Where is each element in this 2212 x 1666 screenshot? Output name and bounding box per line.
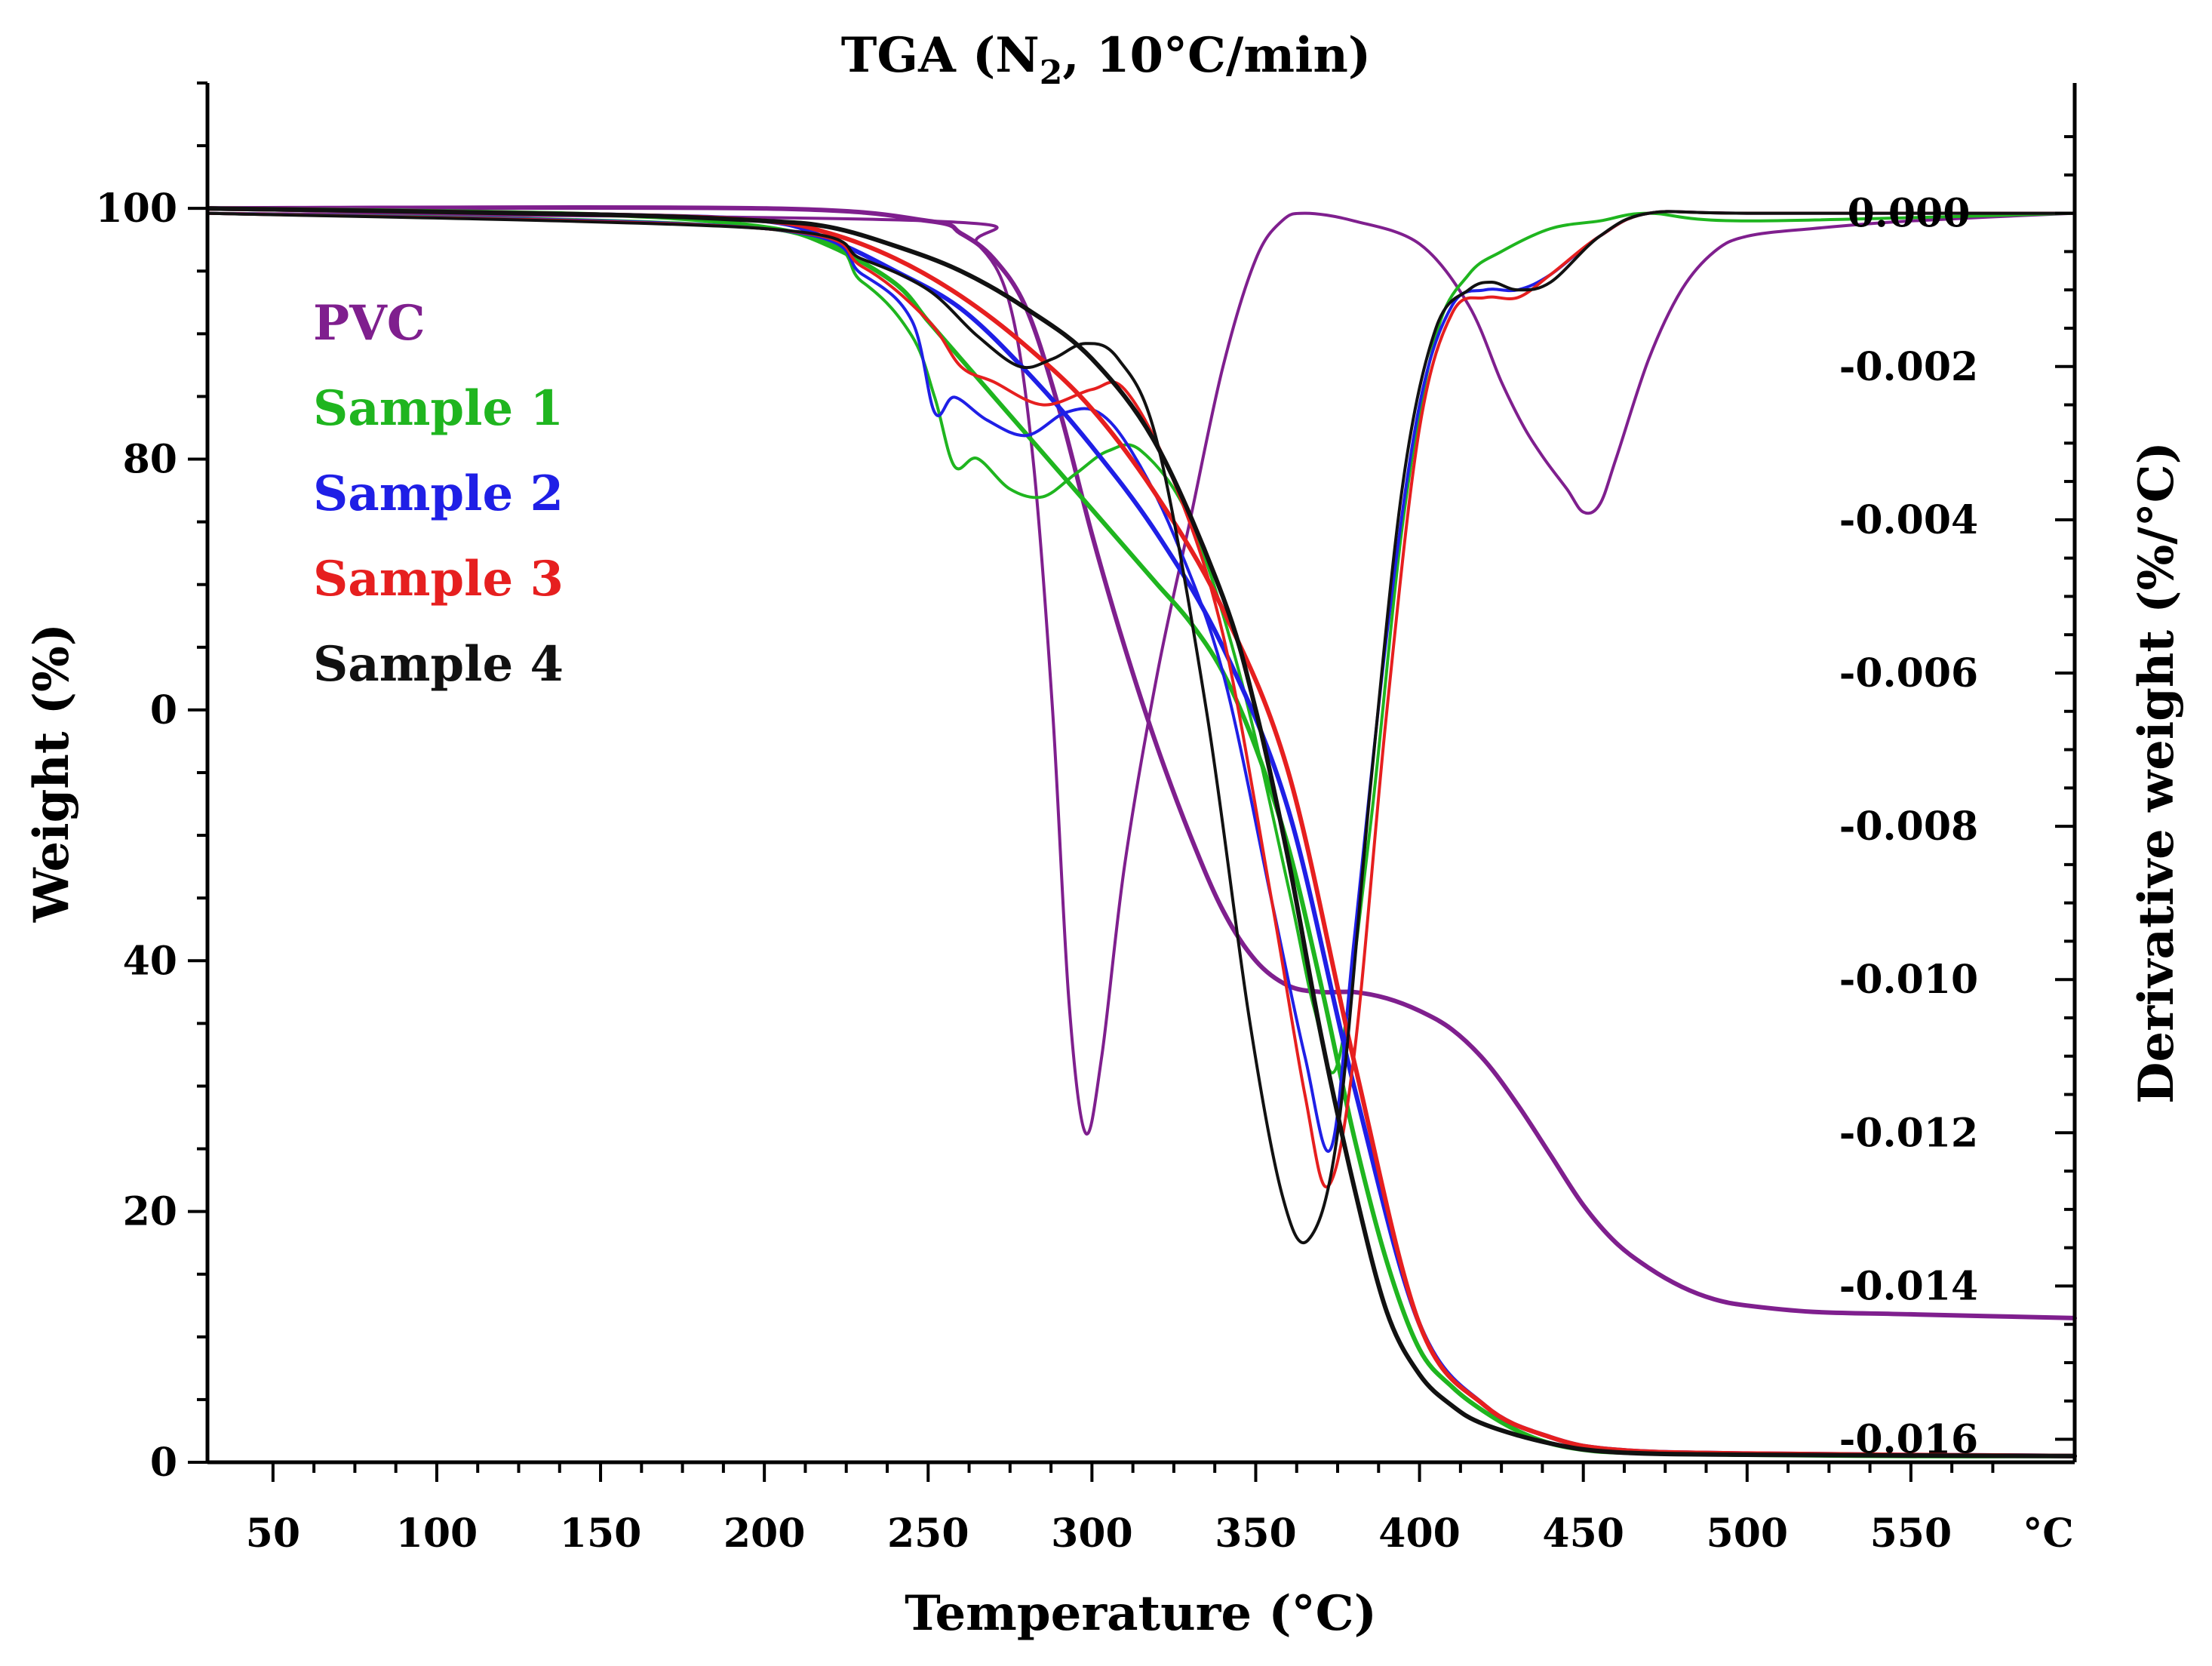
x-tick-label: 400 — [1378, 1511, 1461, 1557]
legend-label-sample-3: Sample 3 — [313, 551, 564, 607]
y-right-tick-label: -0.012 — [1839, 1110, 1978, 1156]
plot-curves — [205, 204, 2077, 1459]
x-tick-label: 100 — [396, 1511, 478, 1557]
y-left-tick-label: 0 — [150, 1440, 177, 1486]
x-tick-label: 250 — [887, 1511, 969, 1557]
y-right-tick-label: -0.014 — [1839, 1263, 1978, 1309]
chart-title-main: TGA (N — [841, 27, 1040, 84]
sample-4-weight-curve — [205, 206, 2077, 1459]
y-left-axis-title: Weight (%) — [23, 623, 80, 923]
x-tick-label: 350 — [1215, 1511, 1297, 1557]
x-ticks: 50 100 150 200 250 300 350 400 450 500 550 — [246, 1462, 1995, 1557]
sample-1-derivative-curve — [206, 211, 2076, 1074]
x-tick-label: 300 — [1051, 1511, 1133, 1557]
x-tick-label: 500 — [1707, 1511, 1789, 1557]
legend-label-pvc: PVC — [313, 295, 426, 352]
x-tick-label: 50 — [246, 1511, 300, 1557]
chart-title-subscript: 2 — [1040, 54, 1063, 92]
y-left-ticks: 0 20 40 0 80 100 — [95, 81, 207, 1486]
y-left-tick-label: 80 — [123, 437, 177, 483]
x-tick-label: 550 — [1870, 1511, 1952, 1557]
axes — [205, 83, 2077, 1465]
legend: PVC Sample 1 Sample 2 Sample 3 Sample 4 — [313, 295, 564, 693]
y-right-tick-label: -0.008 — [1839, 804, 1978, 850]
x-tick-label: 450 — [1542, 1511, 1624, 1557]
sample-4-derivative-curve — [206, 210, 2076, 1245]
y-right-tick-label: -0.006 — [1839, 650, 1978, 696]
y-right-tick-label: -0.010 — [1839, 957, 1978, 1003]
y-right-tick-label: -0.016 — [1839, 1417, 1978, 1463]
y-right-tick-label: -0.002 — [1839, 344, 1978, 390]
chart-title-tail: , 10°C/min) — [1062, 27, 1371, 84]
chart-title: TGA (N2, 10°C/min) — [841, 27, 1371, 92]
y-right-tick-label: 0.000 — [1848, 191, 1971, 237]
x-axis-title: Temperature (°C) — [905, 1585, 1377, 1642]
y-left-tick-label: 40 — [123, 938, 177, 984]
sample-2-derivative-curve — [206, 210, 2076, 1153]
y-left-tick-label: 0 — [150, 687, 177, 733]
x-tick-label: 200 — [724, 1511, 806, 1557]
y-left-tick-label: 100 — [95, 186, 177, 232]
x-tick-label: 150 — [560, 1511, 642, 1557]
legend-label-sample-2: Sample 2 — [313, 466, 564, 522]
x-unit-label: °C — [2023, 1511, 2073, 1557]
legend-label-sample-4: Sample 4 — [313, 636, 564, 693]
pvc-derivative-curve — [206, 211, 2076, 1136]
y-right-tick-label: -0.004 — [1839, 497, 1978, 543]
sample-3-derivative-curve — [206, 210, 2076, 1189]
y-left-tick-label: 20 — [123, 1189, 177, 1235]
legend-label-sample-1: Sample 1 — [313, 380, 564, 437]
y-right-ticks: 0.000 -0.002 -0.004 -0.006 -0.008 -0.010 -0.01… — [1839, 135, 2075, 1463]
y-right-axis-title: Derivative weight (%/°C) — [2128, 441, 2185, 1104]
